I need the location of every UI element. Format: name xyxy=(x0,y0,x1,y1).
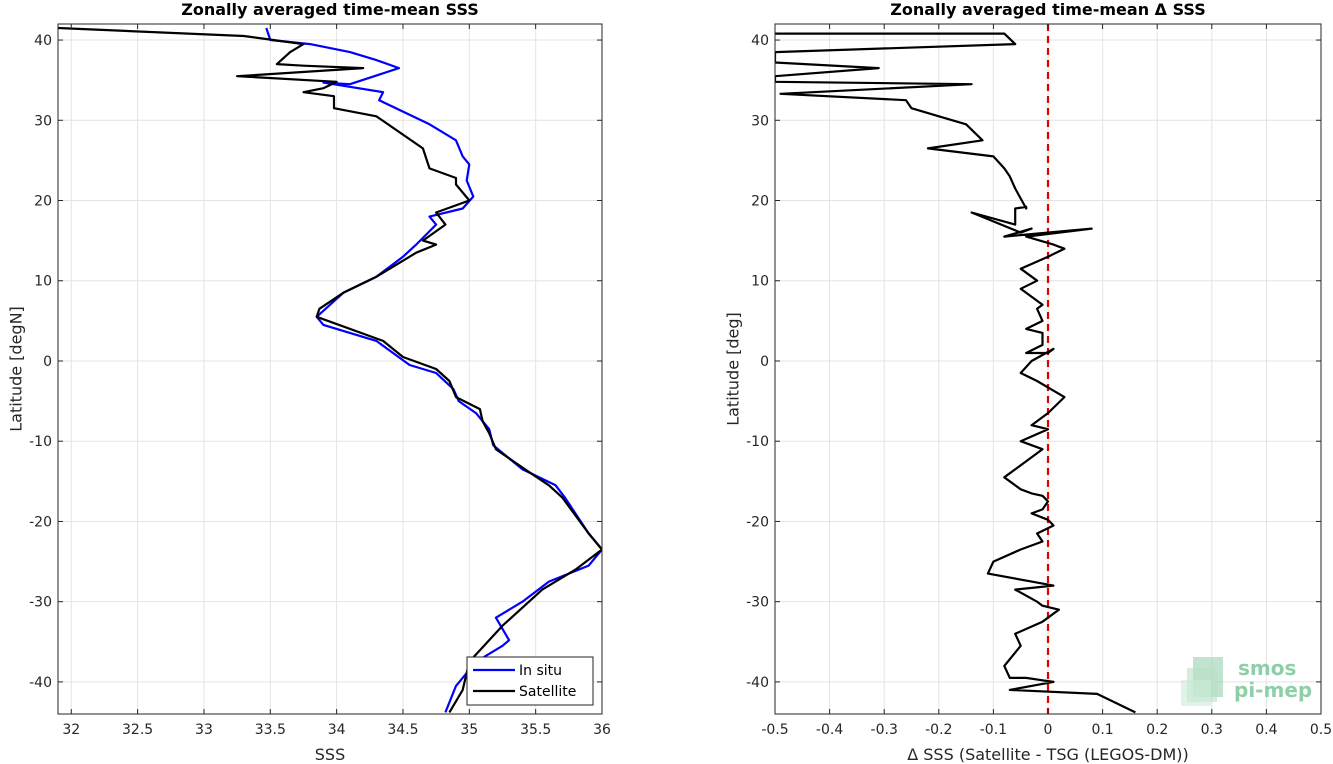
legend-entry-label: In situ xyxy=(519,663,562,679)
y-tick-label: -30 xyxy=(746,595,769,611)
right-axes: -0.5 -0.4 -0.3 -0.2 -0.1 0 0.1 0.2 0.3 0.4 0.5 -40 -… xyxy=(724,0,1333,764)
x-tick-label: -0.3 xyxy=(871,722,898,738)
smos-pi-mep-logo: smos pi-mep xyxy=(1181,656,1312,706)
y-tick-label: 0 xyxy=(43,354,52,370)
y-tick-label: -10 xyxy=(29,434,52,450)
x-tick-label: 0 xyxy=(1044,722,1053,738)
x-tick-label: -0.2 xyxy=(925,722,952,738)
series-line-in-situ xyxy=(265,27,602,713)
y-tick-label: 40 xyxy=(34,33,52,49)
x-tick-label: 35.5 xyxy=(520,722,551,738)
y-tick-label: -20 xyxy=(746,514,769,530)
x-tick-label: -0.5 xyxy=(761,722,788,738)
logo-text-smos: smos xyxy=(1238,656,1296,680)
x-tick-label: 33.5 xyxy=(255,722,286,738)
y-tick-label: -10 xyxy=(746,434,769,450)
x-tick-label: 0.3 xyxy=(1201,722,1223,738)
y-tick-label: 20 xyxy=(751,194,769,210)
x-tick-label: 34.5 xyxy=(387,722,418,738)
y-tick-label: 0 xyxy=(760,354,769,370)
axes-box xyxy=(57,23,603,715)
series-line-satellite xyxy=(58,26,602,713)
x-tick-label: 32 xyxy=(62,722,80,738)
left-axes: 32 32.5 33 33.5 34 34.5 35 35.5 36 -40 -30 -20 -10 0 1… xyxy=(7,0,611,764)
x-tick-label: -0.4 xyxy=(816,722,843,738)
y-tick-label: 10 xyxy=(751,274,769,290)
series-group xyxy=(58,26,602,713)
legend-entry-label: Satellite xyxy=(519,684,576,700)
y-tick-label: 40 xyxy=(751,33,769,49)
y-tick-label: -20 xyxy=(29,514,52,530)
series-line-delta-sss xyxy=(775,32,1136,714)
y-tick-label: -40 xyxy=(746,675,769,691)
logo-emblem-icon xyxy=(1181,657,1223,706)
x-tick-label: 34 xyxy=(328,722,346,738)
x-tick-label: -0.1 xyxy=(980,722,1007,738)
x-axis-label: SSS xyxy=(315,745,345,764)
legend: In situ Satellite xyxy=(466,656,594,706)
x-tick-label: 32.5 xyxy=(122,722,153,738)
y-axis-label: Latitude [degN] xyxy=(7,306,26,432)
y-axis-label: Latitude [deg] xyxy=(724,312,743,426)
y-tick-label: 30 xyxy=(34,113,52,129)
x-tick-label: 0.2 xyxy=(1146,722,1168,738)
x-tick-label: 35 xyxy=(460,722,478,738)
series-group xyxy=(775,32,1136,714)
y-tick-label: -40 xyxy=(29,675,52,691)
chart-title: Zonally averaged time-mean Δ SSS xyxy=(890,0,1206,19)
chart-title: Zonally averaged time-mean SSS xyxy=(181,0,479,19)
y-tick-label: -30 xyxy=(29,595,52,611)
x-tick-label: 0.4 xyxy=(1255,722,1277,738)
y-tick-label: 30 xyxy=(751,113,769,129)
x-tick-label: 36 xyxy=(593,722,611,738)
x-tick-label: 0.5 xyxy=(1310,722,1332,738)
logo-text-pi-mep: pi-mep xyxy=(1234,678,1312,702)
x-tick-label: 33 xyxy=(195,722,213,738)
legend-box xyxy=(466,656,594,706)
y-tick-label: 20 xyxy=(34,194,52,210)
y-tick-label: 10 xyxy=(34,274,52,290)
x-axis-label: Δ SSS (Satellite - TSG (LEGOS-DM)) xyxy=(907,745,1189,764)
x-tick-label: 0.1 xyxy=(1091,722,1113,738)
